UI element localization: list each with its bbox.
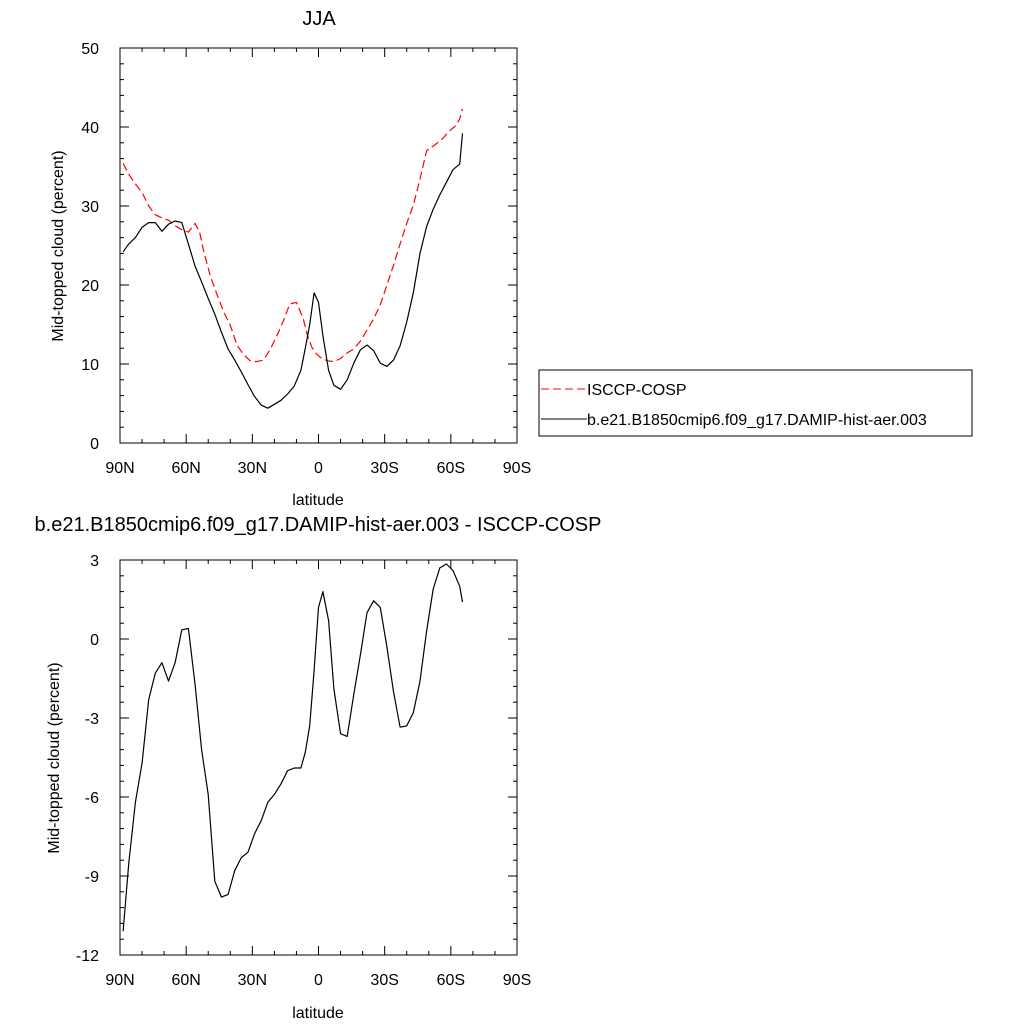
legend-label-model: b.e21.B1850cmip6.f09_g17.DAMIP-hist-aer.… [587,412,927,429]
top-x-tick-label: 60N [171,460,200,477]
bottom-plot-area: 90N 60N 30N 0 30S 60S 90S -12 -9 -6 -3 0 3 [76,553,531,989]
top-x-tick-label: 0 [314,460,323,477]
bottom-x-tick-label: 90N [105,972,134,989]
top-x-tick-label: 60S [437,460,465,477]
top-x-tick-label: 90N [105,460,134,477]
legend-box [538,369,973,437]
top-x-axis-label: latitude [292,492,344,509]
top-chart: JJA 90N 60N 30N 0 30S 60S 90S 0 10 20 30 40 50 latit… [50,8,973,509]
top-legend: ISCCP-COSP b.e21.B1850cmip6.f09_g17.DAMI… [538,369,973,437]
bottom-y-tick-label: 0 [90,632,99,649]
top-x-tick-label: 90S [503,460,531,477]
bottom-y-tick-label: -3 [85,711,99,728]
bottom-chart: b.e21.B1850cmip6.f09_g17.DAMIP-hist-aer.… [35,514,602,1022]
top-x-tick-label: 30S [370,460,398,477]
top-y-tick-label: 0 [90,436,99,453]
top-x-tick-label: 30N [238,460,267,477]
bottom-x-tick-label: 60N [171,972,200,989]
bottom-x-tick-label: 60S [437,972,465,989]
top-y-tick-label: 30 [81,199,99,216]
top-y-tick-label: 50 [81,41,99,58]
top-series-line-model [122,133,464,409]
top-y-tick-label: 10 [81,357,99,374]
bottom-x-tick-label: 90S [503,972,531,989]
top-y-axis-label: Mid-topped cloud (percent) [50,150,67,341]
bottom-x-tick-label: 0 [314,972,323,989]
bottom-y-tick-label: -9 [85,869,99,886]
legend-label-isccp: ISCCP-COSP [587,382,687,399]
top-y-tick-label: 40 [81,120,99,137]
top-plot-area: 90N 60N 30N 0 30S 60S 90S 0 10 20 30 40 50 [81,41,531,477]
top-y-tick-label: 20 [81,278,99,295]
bottom-y-tick-label: 3 [90,553,99,570]
bottom-x-tick-label: 30S [370,972,398,989]
top-series-line-isccp [122,108,464,363]
bottom-y-axis-label: Mid-topped cloud (percent) [46,662,63,853]
bottom-y-tick-label: -12 [76,948,99,965]
top-chart-title: JJA [302,8,336,30]
bottom-series-line-model [122,563,464,932]
bottom-plot-frame [119,559,518,956]
bottom-chart-title: b.e21.B1850cmip6.f09_g17.DAMIP-hist-aer.… [35,514,602,536]
bottom-x-tick-label: 30N [238,972,267,989]
top-plot-frame [119,47,518,444]
bottom-y-tick-label: -6 [85,790,99,807]
bottom-x-axis-label: latitude [292,1005,344,1022]
